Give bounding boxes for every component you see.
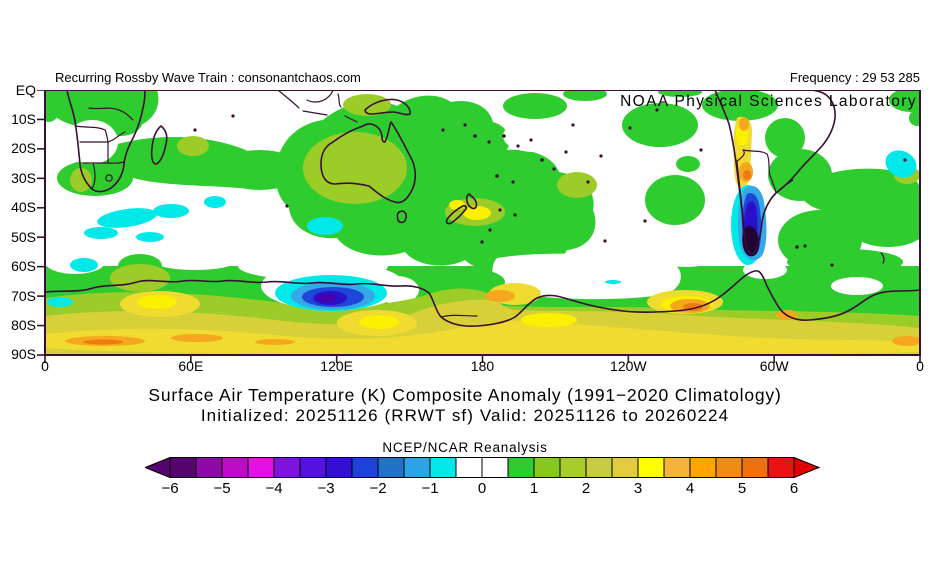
anomaly-map: [37, 90, 921, 363]
colorbar-tick-label: −5: [213, 480, 231, 497]
agency-credit: NOAA Physical Sciences Laboratory: [620, 93, 917, 110]
colorbar-title: NCEP/NCAR Reanalysis: [382, 440, 548, 455]
south-georgia: [880, 252, 885, 264]
colorbar-cell: [325, 457, 353, 478]
colorbar-cell: [689, 457, 717, 478]
coastlines: [45, 90, 920, 327]
watermark-text: Recurring Rossby Wave Train : consonantc…: [55, 70, 361, 85]
colorbar-cell: [507, 457, 535, 478]
colorbar-cell: [481, 457, 509, 478]
colorbar-tick-label: 6: [789, 480, 799, 497]
africa-coastline: [66, 90, 146, 193]
lon-tick-label: 60E: [178, 358, 204, 374]
lat-tick-label: 70S: [11, 287, 36, 304]
colorbar-cell: [455, 457, 483, 478]
colorbar-cell: [377, 457, 405, 478]
colorbar-cell: [351, 457, 379, 478]
lon-tick-label: 120W: [610, 358, 647, 374]
chile-warm-anomaly: [733, 116, 753, 188]
lat-tick-label: 90S: [11, 346, 36, 363]
colorbar-tick-label: −3: [317, 480, 335, 497]
colorbar-cell: [273, 457, 301, 478]
colorbar-right-arrow: [793, 457, 821, 479]
colorbar-cell: [767, 457, 795, 478]
lon-tick-label: 60W: [759, 358, 789, 374]
colorbar-cell: [585, 457, 613, 478]
colorbar-cell: [715, 457, 743, 478]
ross-shelf-line: [440, 314, 478, 318]
tasmania-coastline: [396, 210, 407, 224]
colorbar-cell: [195, 457, 223, 478]
colorbar: [145, 457, 821, 479]
colorbar-tick-label: 4: [685, 480, 695, 497]
colorbar-tick-label: 1: [529, 480, 539, 497]
colorbar-cell: [403, 457, 431, 478]
madagascar-coastline: [150, 125, 168, 165]
colorbar-cell: [637, 457, 665, 478]
new-guinea-coastline: [364, 98, 411, 116]
colorbar-cell: [663, 457, 691, 478]
colorbar-cell: [429, 457, 457, 478]
frequency-text: Frequency : 29 53 285: [789, 70, 920, 85]
new-zealand-coastline: [445, 193, 478, 225]
colorbar-cell: [247, 457, 275, 478]
lon-tick-label: 0: [41, 358, 49, 374]
lat-tick-label: 10S: [11, 110, 36, 127]
colorbar-tick-label: −1: [421, 480, 439, 497]
lat-tick-label: 20S: [11, 140, 36, 157]
antarctica-coastline: [45, 270, 920, 327]
anomaly-shading: [45, 90, 920, 355]
lat-tick-label: 80S: [11, 317, 36, 334]
lat-tick-label: 30S: [11, 169, 36, 186]
lon-tick-label: 0: [916, 358, 924, 374]
colorbar-tick-label: −6: [161, 480, 179, 497]
plot-subtitle: Initialized: 20251126 (RRWT sf) Valid: 2…: [200, 406, 730, 425]
plot-title: Surface Air Temperature (K) Composite An…: [148, 385, 782, 405]
lon-tick-label: 120E: [320, 358, 354, 374]
colorbar-tick-label: 3: [633, 480, 643, 497]
cool-cyan-patches: [47, 150, 917, 307]
australia-coastline: [320, 121, 417, 204]
lat-tick-label: 50S: [11, 228, 36, 245]
colorbar-tick-label: 0: [477, 480, 487, 497]
lat-tick-label: 40S: [11, 199, 36, 216]
island-dots: [193, 108, 907, 267]
lat-tick-label: 60S: [11, 258, 36, 275]
colorbar-cell: [559, 457, 587, 478]
africa-borders: [74, 107, 134, 190]
colorbar-tick-label: −2: [369, 480, 387, 497]
south-america-borders: [735, 149, 794, 249]
colorbar-cell: [221, 457, 249, 478]
colorbar-cell: [169, 457, 197, 478]
colorbar-cell: [741, 457, 769, 478]
colorbar-tick-label: −4: [265, 480, 283, 497]
warm-yellow-layer: [45, 200, 920, 355]
colorbar-tick-label: 5: [737, 480, 747, 497]
lat-tick-label: EQ: [15, 81, 36, 98]
map-frame: [37, 90, 921, 363]
colorbar-left-arrow: [145, 457, 171, 479]
lon-tick-label: 180: [470, 358, 495, 374]
colorbar-tick-label: 2: [581, 480, 591, 497]
colorbar-cell: [533, 457, 561, 478]
colorbar-cell: [611, 457, 639, 478]
colorbar-cell: [299, 457, 327, 478]
